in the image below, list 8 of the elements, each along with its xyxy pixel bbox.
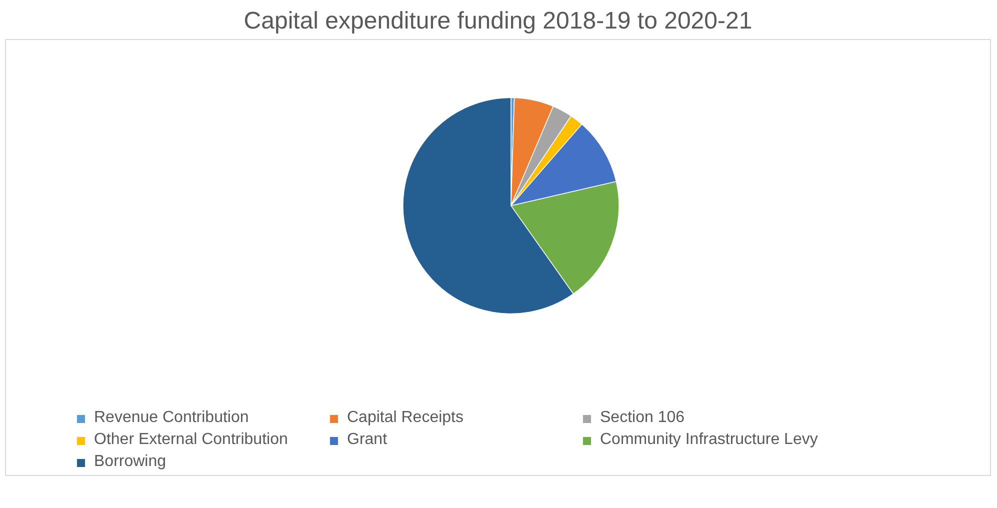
legend-label: Revenue Contribution <box>94 409 250 427</box>
legend-label: Other External Contribution <box>94 431 289 449</box>
chart-title: Capital expenditure funding 2018-19 to 2020-21 <box>244 8 752 34</box>
legend-label: Community Infrastructure Levy <box>600 431 819 449</box>
legend-label: Section 106 <box>600 409 686 427</box>
legend-label: Capital Receipts <box>347 409 464 427</box>
legend-label: Grant <box>347 431 388 449</box>
legend-label: Borrowing <box>94 453 168 471</box>
